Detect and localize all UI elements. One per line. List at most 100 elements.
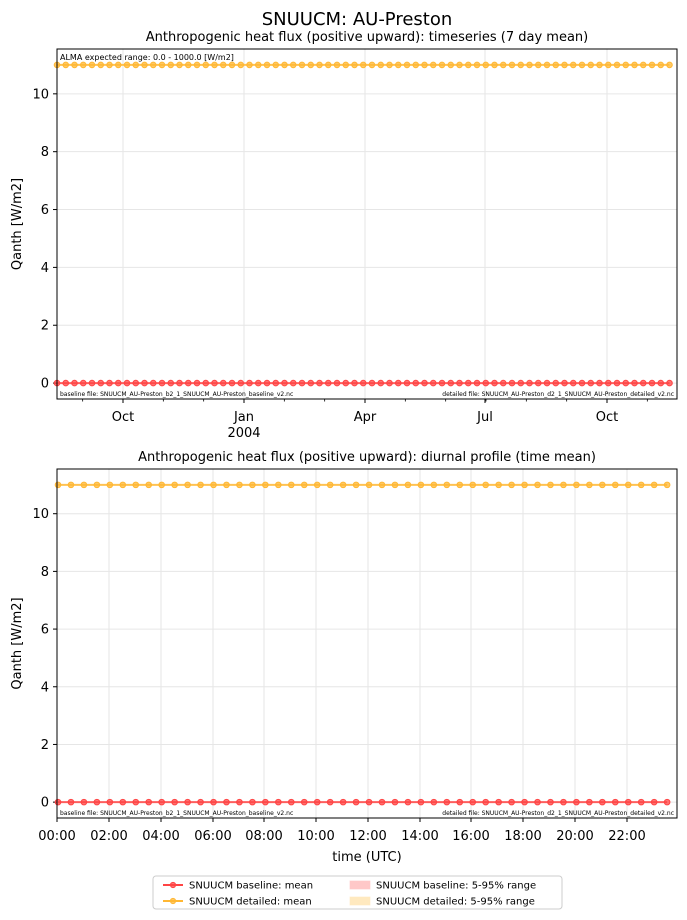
series-point-1 [378, 481, 386, 489]
series-point-1 [637, 481, 645, 489]
series-point-1 [412, 61, 420, 69]
series-point-1 [167, 61, 175, 69]
series-point-1 [430, 481, 438, 489]
series-point-1 [587, 61, 595, 69]
series-point-0 [342, 379, 350, 387]
x-tick-label: 10:00 [297, 829, 334, 844]
series-point-0 [80, 798, 88, 806]
series-point-1 [158, 481, 165, 489]
series-point-0 [534, 379, 542, 387]
series-point-1 [596, 61, 603, 69]
series-point-0 [237, 379, 245, 387]
x-tick-label: 18:00 [504, 829, 541, 844]
series-point-0 [119, 798, 127, 806]
series-point-0 [386, 379, 393, 387]
series-point-0 [464, 379, 472, 387]
series-point-0 [560, 798, 567, 806]
series-point-0 [67, 798, 75, 806]
series-point-1 [249, 481, 256, 489]
series-point-1 [246, 61, 253, 69]
series-point-0 [236, 798, 243, 806]
series-point-0 [106, 379, 113, 387]
series-point-0 [637, 798, 645, 806]
legend-marker-swatch [169, 897, 177, 905]
series-point-0 [223, 798, 230, 806]
series-point-1 [552, 61, 560, 69]
series-point-1 [106, 61, 113, 69]
series-point-0 [254, 379, 262, 387]
series-point-1 [447, 61, 455, 69]
series-point-1 [71, 61, 78, 69]
series-point-1 [429, 61, 437, 69]
series-point-1 [403, 61, 411, 69]
series-point-1 [219, 61, 227, 69]
series-point-1 [62, 61, 70, 69]
series-point-0 [586, 798, 593, 806]
series-point-0 [543, 379, 551, 387]
series-point-0 [184, 798, 191, 806]
series-point-1 [569, 61, 577, 69]
series-point-0 [54, 798, 62, 806]
x-tick-label: 06:00 [194, 829, 231, 844]
y-tick-label: 0 [41, 377, 49, 392]
series-point-1 [132, 481, 140, 489]
series-point-1 [438, 61, 446, 69]
figure-suptitle: SNUUCM: AU-Preston [262, 9, 453, 30]
series-point-0 [456, 379, 463, 387]
series-point-0 [378, 798, 386, 806]
series-point-1 [547, 481, 554, 489]
series-point-0 [482, 379, 490, 387]
series-point-1 [561, 61, 568, 69]
series-point-1 [648, 61, 656, 69]
series-point-1 [639, 61, 647, 69]
y-tick-label: 0 [41, 796, 49, 811]
series-point-0 [404, 798, 412, 806]
series-point-0 [197, 798, 204, 806]
series-point-1 [482, 481, 489, 489]
series-point-1 [289, 61, 297, 69]
series-point-0 [482, 798, 489, 806]
series-point-1 [236, 481, 243, 489]
series-point-1 [573, 481, 580, 489]
series-point-1 [359, 61, 367, 69]
series-point-0 [417, 798, 425, 806]
series-point-1 [386, 61, 393, 69]
series-point-1 [342, 61, 350, 69]
series-point-0 [289, 379, 297, 387]
series-point-0 [631, 379, 638, 387]
series-point-0 [368, 379, 376, 387]
series-point-1 [333, 61, 341, 69]
x-tick-label: 02:00 [90, 829, 127, 844]
series-point-1 [604, 61, 612, 69]
series-point-0 [158, 798, 165, 806]
series-point-1 [482, 61, 490, 69]
series-point-1 [300, 481, 308, 489]
series-point-0 [599, 798, 606, 806]
series-point-1 [534, 61, 542, 69]
series-point-1 [171, 481, 178, 489]
series-point-0 [352, 798, 360, 806]
legend-label: SNUUCM baseline: mean [189, 881, 313, 892]
series-point-1 [368, 61, 376, 69]
series-point-0 [123, 379, 131, 387]
series-point-1 [123, 61, 131, 69]
y-tick-label: 6 [41, 623, 49, 638]
series-point-1 [272, 61, 280, 69]
series-point-1 [456, 61, 463, 69]
x-tick-label: 08:00 [245, 829, 282, 844]
series-point-1 [211, 61, 218, 69]
series-point-1 [443, 481, 451, 489]
series-point-1 [313, 481, 321, 489]
legend-label: SNUUCM detailed: 5-95% range [376, 897, 535, 908]
series-point-0 [622, 379, 630, 387]
series-point-1 [237, 61, 245, 69]
x-tick-label: 04:00 [142, 829, 179, 844]
y-axis-label: Qanth [W/m2] [10, 597, 25, 689]
series-point-0 [403, 379, 411, 387]
series-point-0 [365, 798, 373, 806]
x-tick-label: 00:00 [38, 829, 75, 844]
series-point-1 [391, 481, 399, 489]
legend-label: SNUUCM detailed: mean [189, 897, 312, 908]
series-point-0 [491, 379, 498, 387]
expected-range-note: ALMA expected range: 0.0 - 1000.0 [W/m2] [60, 53, 234, 62]
